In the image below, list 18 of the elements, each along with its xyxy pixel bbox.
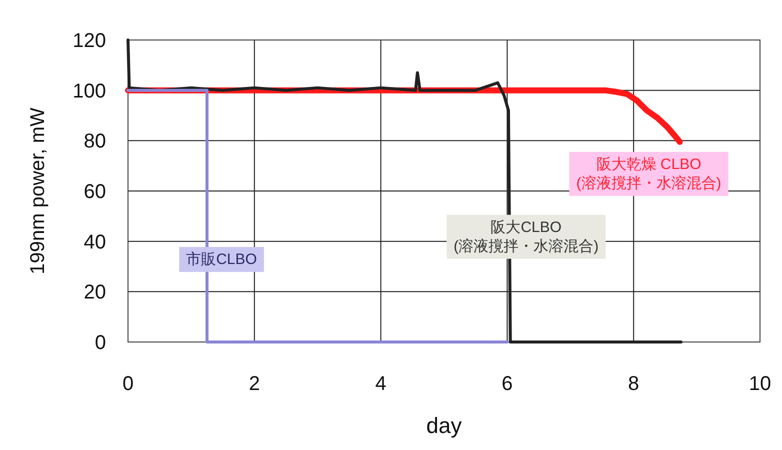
- x-tick-label: 8: [628, 373, 640, 395]
- y-tick-label: 20: [84, 282, 106, 304]
- x-tick-label: 0: [122, 373, 134, 395]
- y-tick-label: 120: [72, 30, 106, 52]
- y-axis-title: 199nm power, mW: [27, 108, 49, 274]
- x-tick-label: 4: [375, 373, 386, 395]
- text: 阪大乾燥 CLBO (溶液撹拌・水溶混合): [576, 156, 722, 192]
- series-label: 阪大CLBO (溶液撹拌・水溶混合): [454, 218, 599, 255]
- series-label: 市販CLBO: [186, 250, 257, 268]
- y-tick-label: 60: [84, 181, 106, 203]
- y-tick-label: 40: [84, 231, 106, 254]
- x-tick-label: 10: [748, 373, 772, 395]
- x-tick-label: 2: [248, 373, 260, 395]
- x-tick-label: 6: [502, 373, 513, 395]
- x-axis-title: day: [426, 413, 462, 438]
- y-tick-label: 100: [72, 80, 106, 102]
- y-tick-label: 80: [84, 130, 106, 153]
- y-tick-label: 0: [94, 332, 106, 354]
